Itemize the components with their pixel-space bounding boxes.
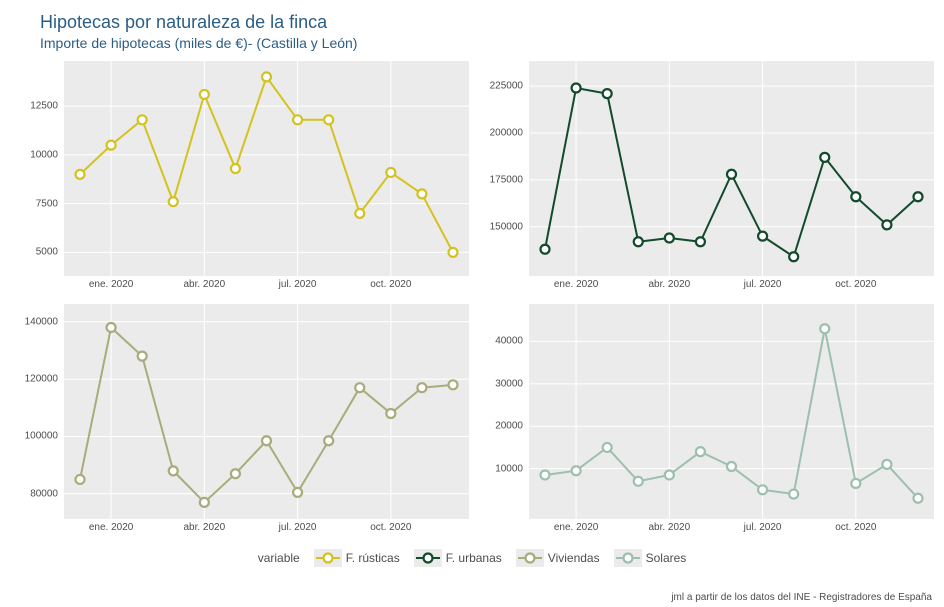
plot-area xyxy=(529,304,934,519)
y-axis: 10000 20000 30000 40000 xyxy=(475,304,529,541)
x-tick-label: abr. 2020 xyxy=(648,279,690,290)
legend-item: F. urbanas xyxy=(414,549,502,567)
x-tick-label: jul. 2020 xyxy=(279,279,317,290)
y-tick-label: 80000 xyxy=(30,488,58,499)
x-tick-label: ene. 2020 xyxy=(89,279,134,290)
legend-item: F. rústicas xyxy=(314,549,400,567)
x-tick-label: ene. 2020 xyxy=(89,522,134,533)
panel-viviendas: 80000 100000 120000 140000 ene. 2020 abr. 202… xyxy=(10,304,469,541)
y-axis: 80000 100000 120000 140000 xyxy=(10,304,64,541)
figure-title: Hipotecas por naturaleza de la finca xyxy=(40,12,934,33)
y-axis: 5000 7500 10000 12500 xyxy=(10,61,64,298)
plot-area xyxy=(64,304,469,519)
x-tick-label: ene. 2020 xyxy=(554,522,599,533)
legend-label: Solares xyxy=(646,551,687,565)
x-tick-label: oct. 2020 xyxy=(370,522,411,533)
x-tick-label: ene. 2020 xyxy=(554,279,599,290)
figure-root: Hipotecas por naturaleza de la finca Imp… xyxy=(0,0,944,607)
legend: variable F. rústicas F. urbanas Vivienda… xyxy=(10,549,934,567)
panel-grid: 5000 7500 10000 12500 ene. 2020 abr. 2020 jul.… xyxy=(10,61,934,541)
plot-area xyxy=(64,61,469,276)
x-tick-label: jul. 2020 xyxy=(744,279,782,290)
x-tick-label: abr. 2020 xyxy=(648,522,690,533)
y-tick-label: 150000 xyxy=(490,221,523,232)
x-axis: ene. 2020 abr. 2020 jul. 2020 oct. 2020 xyxy=(529,519,934,541)
plot-area xyxy=(529,61,934,276)
x-axis: ene. 2020 abr. 2020 jul. 2020 oct. 2020 xyxy=(64,519,469,541)
y-tick-label: 225000 xyxy=(490,81,523,92)
y-tick-label: 5000 xyxy=(36,247,58,258)
x-tick-label: jul. 2020 xyxy=(744,522,782,533)
y-tick-label: 30000 xyxy=(495,378,523,389)
legend-title: variable xyxy=(258,551,300,565)
legend-label: F. rústicas xyxy=(346,551,400,565)
y-tick-label: 175000 xyxy=(490,174,523,185)
y-tick-label: 12500 xyxy=(30,101,58,112)
x-tick-label: oct. 2020 xyxy=(835,279,876,290)
x-tick-label: jul. 2020 xyxy=(279,522,317,533)
panel-solares: 10000 20000 30000 40000 ene. 2020 abr. 2020 ju… xyxy=(475,304,934,541)
y-tick-label: 20000 xyxy=(495,421,523,432)
legend-item: Viviendas xyxy=(516,549,600,567)
x-tick-label: oct. 2020 xyxy=(835,522,876,533)
y-axis: 150000 175000 200000 225000 xyxy=(475,61,529,298)
legend-label: F. urbanas xyxy=(446,551,502,565)
panel-rusticas: 5000 7500 10000 12500 ene. 2020 abr. 2020 jul.… xyxy=(10,61,469,298)
legend-swatch xyxy=(516,549,544,567)
x-tick-label: oct. 2020 xyxy=(370,279,411,290)
y-tick-label: 140000 xyxy=(25,316,58,327)
figure-subtitle: Importe de hipotecas (miles de €)- (Cast… xyxy=(40,35,934,51)
figure-caption: jml a partir de los datos del INE - Regi… xyxy=(671,592,932,603)
y-tick-label: 200000 xyxy=(490,128,523,139)
y-tick-label: 10000 xyxy=(30,149,58,160)
panel-urbanas: 150000 175000 200000 225000 ene. 2020 abr. 20… xyxy=(475,61,934,298)
legend-item: Solares xyxy=(614,549,687,567)
x-tick-label: abr. 2020 xyxy=(183,522,225,533)
y-tick-label: 40000 xyxy=(495,336,523,347)
legend-swatch xyxy=(614,549,642,567)
y-tick-label: 120000 xyxy=(25,374,58,385)
legend-label: Viviendas xyxy=(548,551,600,565)
y-tick-label: 7500 xyxy=(36,198,58,209)
y-tick-label: 100000 xyxy=(25,431,58,442)
x-axis: ene. 2020 abr. 2020 jul. 2020 oct. 2020 xyxy=(529,276,934,298)
x-axis: ene. 2020 abr. 2020 jul. 2020 oct. 2020 xyxy=(64,276,469,298)
x-tick-label: abr. 2020 xyxy=(183,279,225,290)
y-tick-label: 10000 xyxy=(495,463,523,474)
legend-swatch xyxy=(414,549,442,567)
legend-swatch xyxy=(314,549,342,567)
